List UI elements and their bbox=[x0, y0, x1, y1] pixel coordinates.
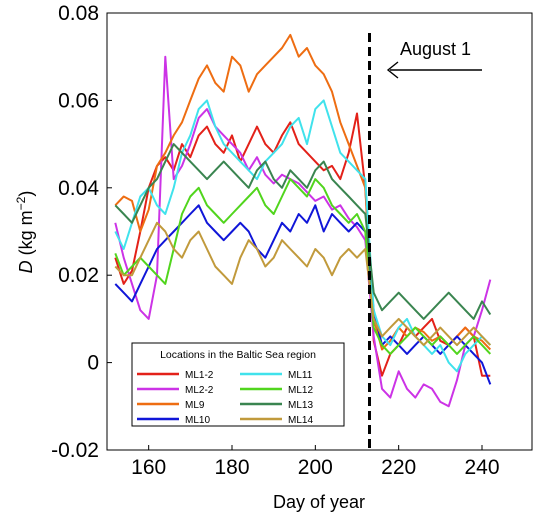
x-tick-label: 180 bbox=[214, 456, 249, 479]
series-line-ml13 bbox=[114, 143, 492, 320]
legend-label-ml9: ML9 bbox=[185, 400, 205, 411]
legend-label-ml1-2: ML1-2 bbox=[185, 370, 214, 381]
x-axis-label: Day of year bbox=[273, 492, 365, 512]
series-line-ml9 bbox=[114, 33, 492, 351]
y-axis-label-unit: (kg m bbox=[16, 210, 36, 255]
legend-label-ml11: ML11 bbox=[288, 370, 313, 381]
y-tick-label: 0.06 bbox=[58, 89, 99, 112]
series-line-ml1-2 bbox=[114, 112, 491, 377]
x-tick-label: 160 bbox=[131, 456, 166, 479]
y-tick-label: 0 bbox=[87, 352, 99, 375]
legend-title: Locations in the Baltic Sea region bbox=[160, 349, 316, 361]
legend-items: ML1-2 ML2-2 ML9 ML10 ML11 ML12 ML13 ML14 bbox=[137, 370, 313, 426]
legend-label-ml2-2: ML2-2 bbox=[185, 385, 214, 396]
legend-label-ml12: ML12 bbox=[288, 385, 313, 396]
y-axis-label: D (kg m−2) bbox=[14, 191, 36, 274]
x-tick-label: 240 bbox=[464, 456, 499, 479]
x-tick-label: 200 bbox=[298, 456, 333, 479]
legend: Locations in the Baltic Sea region ML1-2… bbox=[131, 342, 345, 427]
y-axis-label-close: ) bbox=[16, 191, 36, 197]
annotation-label: August 1 bbox=[400, 39, 471, 59]
y-tick-label: 0.02 bbox=[58, 264, 99, 287]
x-tick-label: 220 bbox=[381, 456, 416, 479]
plot-frame bbox=[106, 12, 533, 451]
legend-box bbox=[131, 342, 345, 427]
legend-label-ml14: ML14 bbox=[288, 415, 313, 426]
ticks-layer: 160 180 200 220 240 -0.02 0 0.02 0.04 0.06 0.08 bbox=[51, 2, 499, 479]
annotation-arrow bbox=[386, 61, 482, 79]
series-line-ml11 bbox=[114, 99, 492, 373]
y-tick-label: 0.04 bbox=[58, 177, 99, 200]
series-line-ml12 bbox=[114, 178, 492, 355]
legend-label-ml10: ML10 bbox=[185, 415, 210, 426]
legend-label-ml13: ML13 bbox=[288, 400, 313, 411]
series-layer bbox=[114, 33, 492, 408]
y-axis-label-symbol: D bbox=[16, 260, 36, 273]
y-axis-label-exponent: −2 bbox=[14, 196, 28, 210]
y-tick-label: -0.02 bbox=[51, 439, 99, 462]
series-line-ml14 bbox=[114, 221, 492, 347]
y-tick-label: 0.08 bbox=[58, 2, 99, 25]
